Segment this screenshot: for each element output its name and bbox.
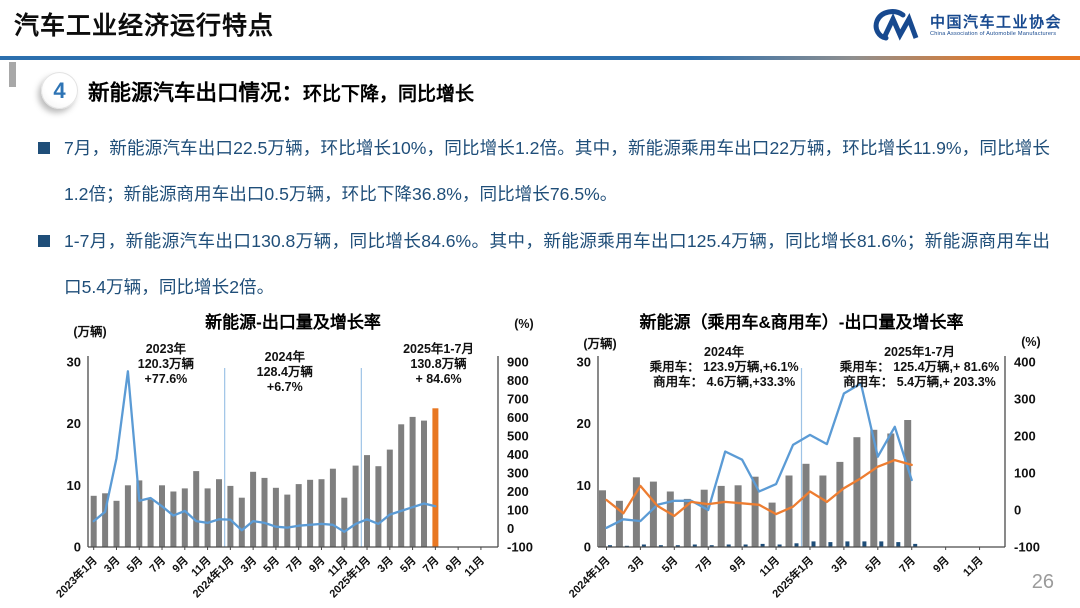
svg-text:9月: 9月 bbox=[727, 554, 748, 575]
svg-text:(万辆): (万辆) bbox=[73, 324, 106, 339]
section-number: 4 bbox=[53, 77, 66, 103]
bullet-list: 7月，新能源汽车出口22.5万辆，环比增长10%，同比增长1.2倍。其中，新能源… bbox=[38, 125, 1050, 310]
chart-nev-export-total: 新能源-出口量及增长率 0 10 20 30 900 800 700 600 500 400 300… bbox=[30, 306, 555, 606]
svg-text:9月: 9月 bbox=[170, 554, 191, 575]
svg-text:9月: 9月 bbox=[930, 554, 951, 575]
svg-text:0: 0 bbox=[507, 521, 514, 536]
svg-text:2025年1-7月: 2025年1-7月 bbox=[403, 341, 474, 356]
chart-title: 新能源-出口量及增长率 bbox=[205, 313, 381, 332]
svg-text:+77.6%: +77.6% bbox=[145, 372, 188, 386]
svg-text:乘用车： 125.4万辆,+ 81.6%: 乘用车： 125.4万辆,+ 81.6% bbox=[839, 359, 999, 374]
svg-text:3月: 3月 bbox=[101, 554, 122, 575]
svg-text:100: 100 bbox=[507, 503, 529, 518]
svg-text:0: 0 bbox=[1014, 503, 1021, 518]
chart-canvas-nev-export-total: 0 10 20 30 900 800 700 600 500 400 300 200 100 0 -100 (… bbox=[53, 317, 534, 600]
svg-text:2024年1月: 2024年1月 bbox=[566, 553, 613, 600]
section-number-badge: 4 bbox=[41, 72, 78, 109]
svg-text:-100: -100 bbox=[1014, 540, 1040, 555]
bullet-text: 7月，新能源汽车出口22.5万辆，环比增长10%，同比增长1.2倍。其中，新能源… bbox=[64, 138, 1050, 204]
svg-text:130.8万辆: 130.8万辆 bbox=[410, 356, 467, 371]
svg-text:5月: 5月 bbox=[659, 554, 680, 575]
svg-text:128.4万辆: 128.4万辆 bbox=[257, 364, 314, 379]
svg-text:11月: 11月 bbox=[462, 554, 487, 579]
svg-text:7月: 7月 bbox=[693, 554, 714, 575]
caam-logo: 中国汽车工业协会 China Association of Automobile… bbox=[869, 7, 1062, 45]
svg-text:0: 0 bbox=[74, 540, 81, 555]
svg-text:30: 30 bbox=[577, 355, 591, 370]
page-title: 汽车工业经济运行特点 bbox=[14, 12, 275, 40]
caam-logo-en: China Association of Automobile Manufact… bbox=[929, 31, 1057, 38]
svg-text:700: 700 bbox=[507, 392, 529, 407]
svg-text:11月: 11月 bbox=[960, 554, 985, 579]
svg-text:30: 30 bbox=[67, 355, 81, 370]
svg-text:400: 400 bbox=[507, 447, 529, 462]
svg-text:商用车： 4.6万辆,+33.3%: 商用车： 4.6万辆,+33.3% bbox=[653, 374, 795, 389]
caam-logo-icon bbox=[873, 9, 919, 41]
chart-canvas-nev-export-by-type: 0 10 20 30 400 300 200 100 0 -100 (万辆) (%) 2024年1月 3月… bbox=[566, 335, 1041, 600]
svg-text:2024年: 2024年 bbox=[704, 344, 745, 359]
svg-text:(万辆): (万辆) bbox=[583, 336, 616, 351]
svg-text:500: 500 bbox=[507, 429, 529, 444]
svg-text:20: 20 bbox=[67, 416, 81, 431]
svg-text:10: 10 bbox=[577, 478, 591, 493]
section-heading-sub: 环比下降，同比增长 bbox=[303, 84, 475, 105]
svg-text:2025年1-7月: 2025年1-7月 bbox=[884, 344, 955, 359]
svg-text:(%): (%) bbox=[514, 317, 533, 331]
svg-text:7月: 7月 bbox=[420, 554, 441, 575]
left-accent-bar bbox=[9, 62, 16, 87]
svg-text:-100: -100 bbox=[507, 540, 533, 555]
svg-text:300: 300 bbox=[1014, 392, 1036, 407]
svg-text:10: 10 bbox=[67, 478, 81, 493]
caam-logo-cn: 中国汽车工业协会 bbox=[929, 13, 1062, 31]
svg-text:乘用车： 123.9万辆,+6.1%: 乘用车： 123.9万辆,+6.1% bbox=[649, 359, 799, 374]
svg-text:3月: 3月 bbox=[829, 554, 850, 575]
svg-text:120.3万辆: 120.3万辆 bbox=[138, 356, 195, 371]
svg-text:+6.7%: +6.7% bbox=[267, 380, 303, 394]
svg-text:2024年: 2024年 bbox=[265, 349, 306, 364]
svg-text:0: 0 bbox=[584, 540, 591, 555]
chart-title: 新能源（乘用车&商用车）-出口量及增长率 bbox=[639, 313, 964, 332]
bullet-item: 1-7月，新能源汽车出口130.8万辆，同比增长84.6%。其中，新能源乘用车出… bbox=[38, 218, 1050, 310]
svg-text:800: 800 bbox=[507, 373, 529, 388]
svg-text:商用车： 5.4万辆,+ 203.3%: 商用车： 5.4万辆,+ 203.3% bbox=[843, 374, 996, 389]
section-heading: 新能源汽车出口情况：环比下降，同比增长 bbox=[88, 76, 474, 107]
svg-text:5月: 5月 bbox=[863, 554, 884, 575]
svg-text:7月: 7月 bbox=[897, 554, 918, 575]
page-number: 26 bbox=[1031, 571, 1054, 593]
svg-text:5月: 5月 bbox=[397, 554, 418, 575]
svg-text:900: 900 bbox=[507, 355, 529, 370]
svg-text:9月: 9月 bbox=[306, 554, 327, 575]
svg-text:9月: 9月 bbox=[443, 554, 464, 575]
bullet-square-icon bbox=[38, 235, 50, 247]
svg-text:7月: 7月 bbox=[147, 554, 168, 575]
bullet-square-icon bbox=[38, 142, 50, 154]
svg-text:+ 84.6%: + 84.6% bbox=[415, 372, 461, 386]
svg-text:3月: 3月 bbox=[238, 554, 259, 575]
title-divider-line bbox=[0, 56, 1080, 60]
section-heading-main: 新能源汽车出口情况： bbox=[88, 81, 304, 105]
svg-text:(%): (%) bbox=[1021, 335, 1040, 349]
svg-text:200: 200 bbox=[1014, 429, 1036, 444]
svg-text:7月: 7月 bbox=[284, 554, 305, 575]
svg-text:400: 400 bbox=[1014, 355, 1036, 370]
bullet-item: 7月，新能源汽车出口22.5万辆，环比增长10%，同比增长1.2倍。其中，新能源… bbox=[38, 125, 1050, 217]
svg-text:200: 200 bbox=[507, 484, 529, 499]
svg-text:11月: 11月 bbox=[757, 554, 782, 579]
svg-text:3月: 3月 bbox=[375, 554, 396, 575]
svg-text:300: 300 bbox=[507, 466, 529, 481]
chart-nev-export-by-type: 新能源（乘用车&商用车）-出口量及增长率 0 10 20 30 400 300 200 100… bbox=[556, 306, 1080, 606]
svg-text:5月: 5月 bbox=[261, 554, 282, 575]
svg-text:3月: 3月 bbox=[625, 554, 646, 575]
svg-text:2023年1月: 2023年1月 bbox=[53, 553, 100, 600]
svg-text:5月: 5月 bbox=[124, 554, 145, 575]
svg-text:600: 600 bbox=[507, 410, 529, 425]
svg-text:20: 20 bbox=[577, 416, 591, 431]
bullet-text: 1-7月，新能源汽车出口130.8万辆，同比增长84.6%。其中，新能源乘用车出… bbox=[64, 231, 1050, 297]
svg-text:100: 100 bbox=[1014, 466, 1036, 481]
svg-text:2023年: 2023年 bbox=[146, 341, 187, 356]
